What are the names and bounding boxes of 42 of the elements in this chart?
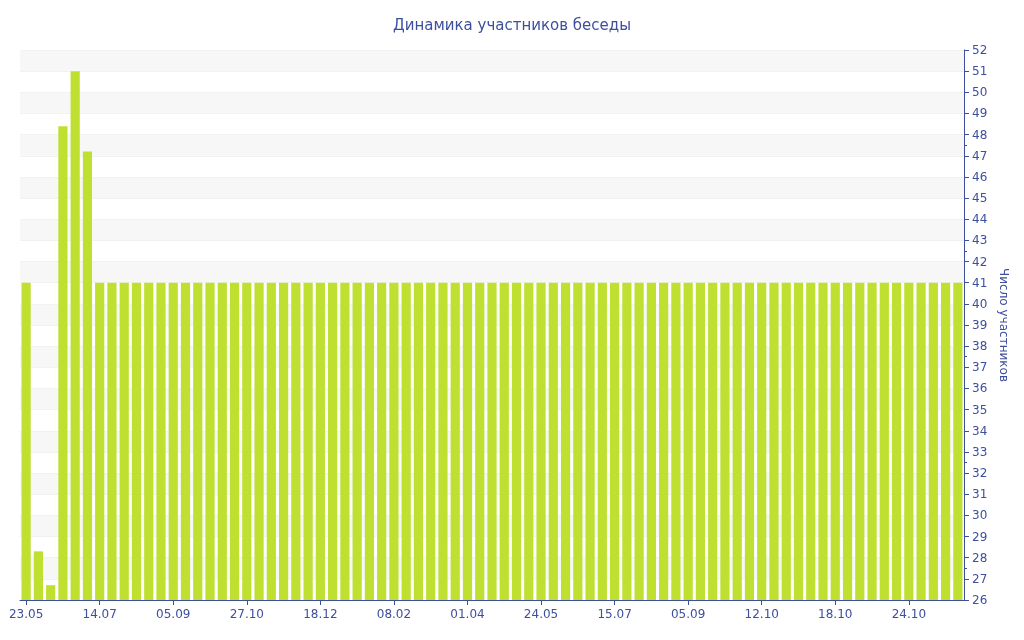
y-tick-label: 38: [972, 339, 988, 354]
y-tick-label: 45: [972, 191, 988, 206]
x-tick-label: 23.05: [8, 607, 44, 621]
y-tick-label: 47: [972, 148, 988, 163]
x-tick-label: 18.12: [303, 607, 338, 621]
y-tick-label: 30: [972, 508, 988, 523]
y-tick-label: 43: [972, 233, 988, 248]
x-tick-label: 08.02: [376, 607, 412, 621]
x-tick-label: 15.07: [597, 607, 632, 621]
x-tick-label: 14.07: [82, 607, 117, 621]
y-tick-label: 40: [972, 296, 988, 311]
chart-title: Динамика участников беседы: [392, 15, 632, 34]
y-tick-label: 41: [972, 275, 988, 290]
y-tick-label: 36: [972, 381, 988, 396]
y-tick-label: 35: [972, 402, 988, 417]
x-tick-label: 24.10: [891, 607, 927, 621]
y-tick-label: 37: [972, 360, 988, 375]
x-tick-label: 05.09: [156, 607, 191, 621]
y-tick-label: 33: [972, 444, 988, 459]
y-tick-label: 27: [972, 571, 988, 586]
y-tick-label: 26: [972, 593, 988, 607]
y-tick-label: 31: [972, 487, 988, 502]
x-tick-label: 05.09: [670, 607, 706, 621]
y-axis-title: Число участников: [997, 268, 1012, 382]
y-tick-label: 49: [972, 106, 988, 121]
x-tick-label: 27.10: [229, 607, 264, 621]
x-tick-label: 24.05: [523, 607, 559, 621]
y-tick-label: 51: [972, 64, 988, 79]
x-tick-label: 01.04: [450, 607, 485, 621]
y-tick-label: 42: [972, 254, 988, 269]
y-tick-label: 32: [972, 466, 988, 481]
x-tick-label: 18.10: [818, 607, 853, 621]
y-tick-label: 34: [972, 423, 988, 438]
y-tick-label: 52: [972, 43, 988, 57]
y-tick-label: 44: [972, 212, 988, 227]
x-tick-label: 12.10: [744, 607, 779, 621]
y-tick-label: 50: [972, 85, 988, 100]
y-tick-label: 48: [972, 127, 988, 142]
y-tick-label: 29: [972, 529, 988, 544]
y-tick-label: 39: [972, 318, 988, 332]
y-tick-label: 28: [972, 550, 988, 565]
y-tick-label: 46: [972, 169, 988, 184]
